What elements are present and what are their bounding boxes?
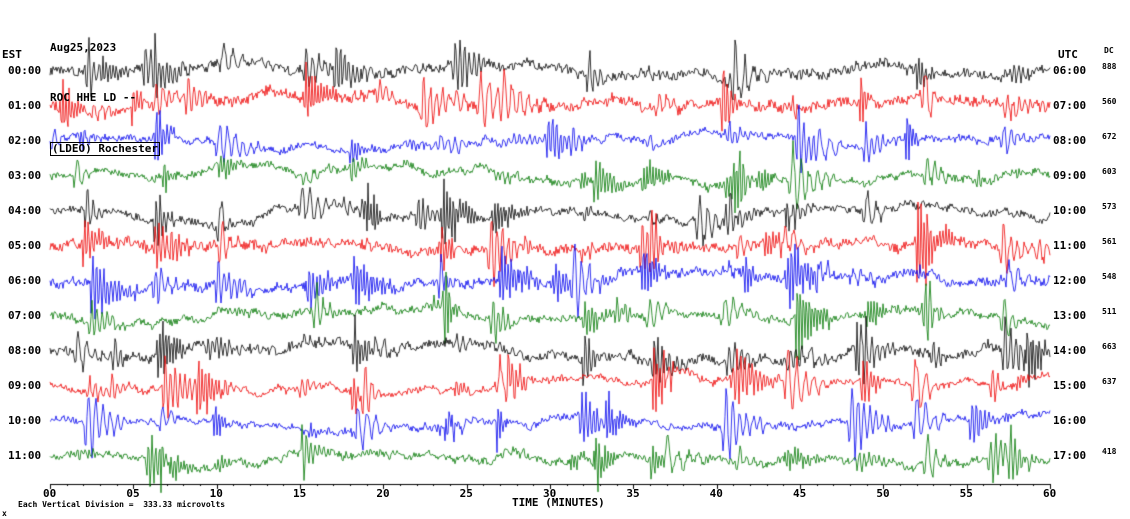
x-axis-title: TIME (MINUTES) bbox=[512, 496, 605, 509]
row-dc-value: 663 bbox=[1102, 342, 1117, 351]
dc-column-label: DC bbox=[1104, 46, 1114, 55]
scale-footer-text: Each Vertical Division = 333.33 microvol… bbox=[18, 500, 226, 509]
row-dc-value: 561 bbox=[1102, 237, 1117, 246]
row-dc-value: 418 bbox=[1102, 447, 1117, 456]
row-est-label: 00:00 bbox=[8, 64, 42, 77]
header-station: ROC HHE LD -- bbox=[50, 91, 137, 104]
row-dc-value: 560 bbox=[1102, 97, 1117, 106]
x-tick-label: 40 bbox=[709, 487, 723, 500]
row-dc-value: 548 bbox=[1102, 272, 1117, 281]
row-utc-label: 17:00 bbox=[1053, 449, 1087, 462]
row-dc-value: 888 bbox=[1102, 62, 1117, 71]
row-est-label: 11:00 bbox=[8, 449, 42, 462]
x-tick-label: 60 bbox=[1043, 487, 1057, 500]
x-tick-label: 15 bbox=[293, 487, 307, 500]
row-utc-label: 15:00 bbox=[1053, 379, 1087, 392]
row-est-label: 01:00 bbox=[8, 99, 42, 112]
row-est-label: 06:00 bbox=[8, 274, 42, 287]
row-est-label: 05:00 bbox=[8, 239, 42, 252]
row-est-label: 08:00 bbox=[8, 344, 42, 357]
row-utc-label: 06:00 bbox=[1053, 64, 1087, 77]
row-est-label: 07:00 bbox=[8, 309, 42, 322]
row-est-label: 02:00 bbox=[8, 134, 42, 147]
row-utc-label: 11:00 bbox=[1053, 239, 1087, 252]
x-tick-label: 50 bbox=[876, 487, 890, 500]
x-tick-label: 45 bbox=[793, 487, 807, 500]
x-tick-label: 55 bbox=[959, 487, 973, 500]
header-date: Aug25,2023 bbox=[50, 41, 117, 54]
right-timezone-label: UTC bbox=[1058, 48, 1078, 61]
x-tick-label: 25 bbox=[459, 487, 473, 500]
row-utc-label: 10:00 bbox=[1053, 204, 1087, 217]
row-utc-label: 14:00 bbox=[1053, 344, 1087, 357]
row-dc-value: 573 bbox=[1102, 202, 1117, 211]
x-tick-label: 20 bbox=[376, 487, 390, 500]
left-timezone-label: EST bbox=[2, 48, 22, 61]
x-tick-label: 05 bbox=[126, 487, 140, 500]
row-utc-label: 08:00 bbox=[1053, 134, 1087, 147]
row-dc-value: 672 bbox=[1102, 132, 1117, 141]
row-dc-value: 603 bbox=[1102, 167, 1117, 176]
plot-header: Aug25,2023 ROC HHE LD -- (LDEO) Rocheste… bbox=[50, 4, 160, 194]
x-tick-label: 00 bbox=[43, 487, 57, 500]
row-utc-label: 09:00 bbox=[1053, 169, 1087, 182]
row-dc-value: 637 bbox=[1102, 377, 1117, 386]
x-tick-label: 30 bbox=[543, 487, 557, 500]
row-utc-label: 12:00 bbox=[1053, 274, 1087, 287]
row-est-label: 09:00 bbox=[8, 379, 42, 392]
row-utc-label: 07:00 bbox=[1053, 99, 1087, 112]
row-est-label: 03:00 bbox=[8, 169, 42, 182]
x-tick-label: 10 bbox=[209, 487, 223, 500]
row-dc-value: 511 bbox=[1102, 307, 1117, 316]
x-tick-label: 35 bbox=[626, 487, 640, 500]
row-utc-label: 13:00 bbox=[1053, 309, 1087, 322]
row-est-label: 10:00 bbox=[8, 414, 42, 427]
footer-corner-mark: x bbox=[2, 509, 7, 518]
row-est-label: 04:00 bbox=[8, 204, 42, 217]
header-network: (LDEO) Rochester bbox=[50, 142, 160, 156]
row-utc-label: 16:00 bbox=[1053, 414, 1087, 427]
